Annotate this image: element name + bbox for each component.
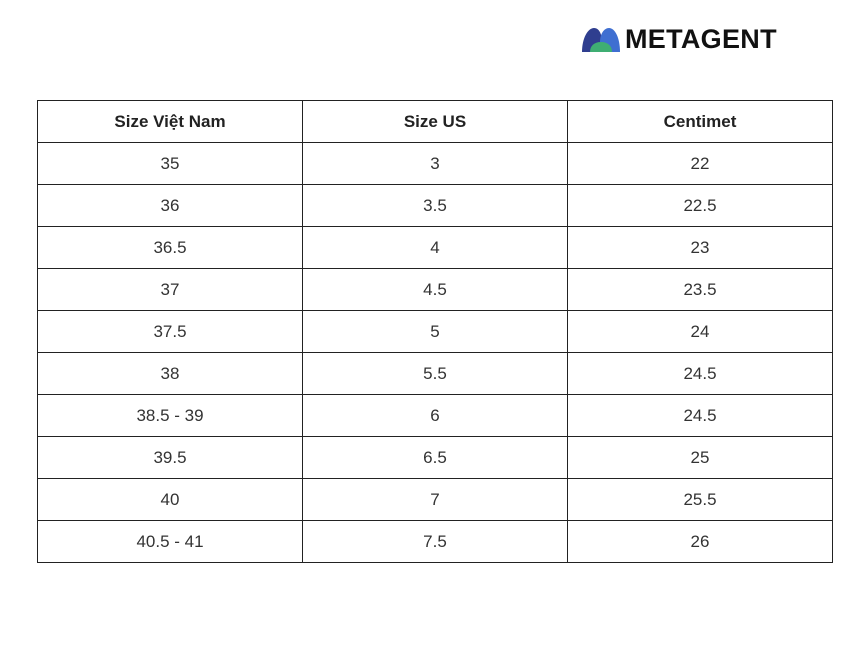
table-row: 37 4.5 23.5 <box>37 268 833 311</box>
header-centimet: Centimet <box>567 100 833 143</box>
size-conversion-table: Size Việt Nam Size US Centimet 35 3 22 3… <box>37 100 833 563</box>
header-size-vietnam: Size Việt Nam <box>37 100 303 143</box>
cell-size-us: 6 <box>302 394 568 437</box>
cell-size-vietnam: 38 <box>37 352 303 395</box>
cell-size-us: 3 <box>302 142 568 185</box>
header-size-us: Size US <box>302 100 568 143</box>
cell-size-vietnam: 40 <box>37 478 303 521</box>
cell-size-us: 5.5 <box>302 352 568 395</box>
cell-centimet: 25.5 <box>567 478 833 521</box>
table-row: 40 7 25.5 <box>37 478 833 521</box>
cell-centimet: 26 <box>567 520 833 563</box>
cell-size-us: 4.5 <box>302 268 568 311</box>
cell-size-vietnam: 39.5 <box>37 436 303 479</box>
table-row: 40.5 - 41 7.5 26 <box>37 520 833 563</box>
cell-size-vietnam: 36.5 <box>37 226 303 269</box>
table-row: 36 3.5 22.5 <box>37 184 833 227</box>
metagent-logo-icon <box>582 28 620 52</box>
cell-size-us: 7 <box>302 478 568 521</box>
cell-size-vietnam: 35 <box>37 142 303 185</box>
cell-centimet: 22 <box>567 142 833 185</box>
cell-size-vietnam: 36 <box>37 184 303 227</box>
cell-size-us: 4 <box>302 226 568 269</box>
table-row: 37.5 5 24 <box>37 310 833 353</box>
table-row: 35 3 22 <box>37 142 833 185</box>
cell-centimet: 24 <box>567 310 833 353</box>
cell-centimet: 24.5 <box>567 394 833 437</box>
table-header-row: Size Việt Nam Size US Centimet <box>37 100 833 143</box>
cell-centimet: 23 <box>567 226 833 269</box>
cell-size-us: 7.5 <box>302 520 568 563</box>
brand-name: METAGENT <box>625 24 777 54</box>
cell-centimet: 25 <box>567 436 833 479</box>
cell-centimet: 24.5 <box>567 352 833 395</box>
table-row: 39.5 6.5 25 <box>37 436 833 479</box>
brand-logo: METAGENT <box>580 22 777 56</box>
cell-size-us: 3.5 <box>302 184 568 227</box>
cell-size-vietnam: 37.5 <box>37 310 303 353</box>
cell-size-us: 6.5 <box>302 436 568 479</box>
table-row: 36.5 4 23 <box>37 226 833 269</box>
table-row: 38 5.5 24.5 <box>37 352 833 395</box>
table-row: 38.5 - 39 6 24.5 <box>37 394 833 437</box>
cell-size-vietnam: 38.5 - 39 <box>37 394 303 437</box>
cell-size-us: 5 <box>302 310 568 353</box>
cell-centimet: 23.5 <box>567 268 833 311</box>
cell-size-vietnam: 40.5 - 41 <box>37 520 303 563</box>
cell-centimet: 22.5 <box>567 184 833 227</box>
cell-size-vietnam: 37 <box>37 268 303 311</box>
